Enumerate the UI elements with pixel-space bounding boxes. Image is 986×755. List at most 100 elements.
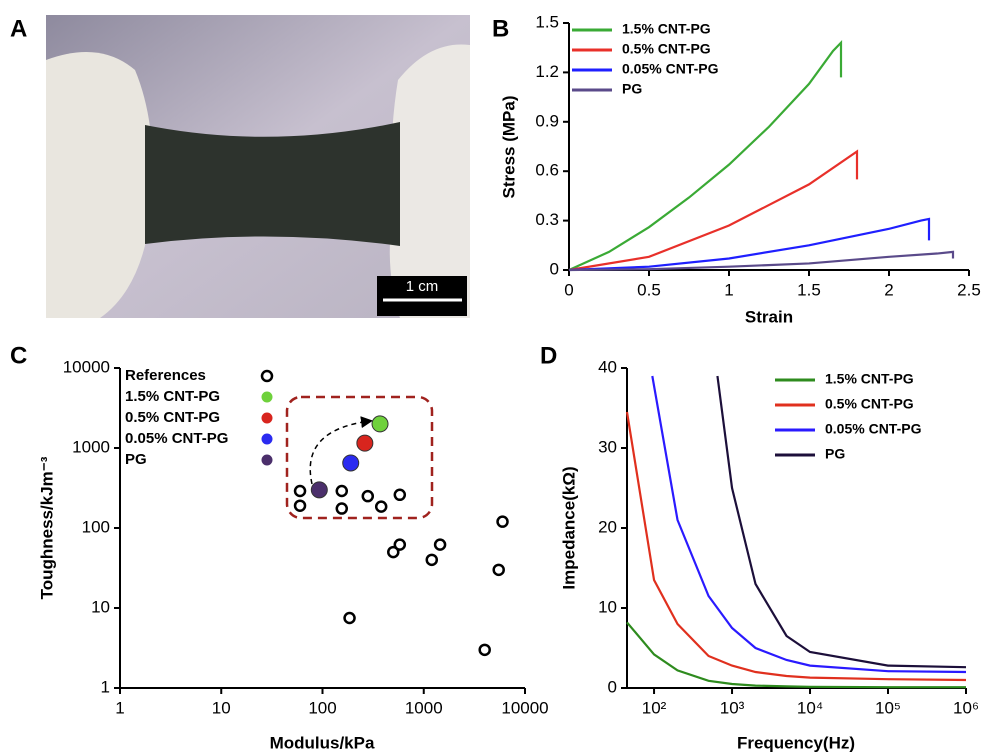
y-axis-label: Impedance(kΩ) (559, 466, 578, 589)
scale-bar-label: 1 cm (406, 278, 439, 295)
legend-marker (260, 369, 274, 383)
data-point (356, 434, 374, 452)
series-line (568, 40, 843, 272)
series-line (568, 149, 859, 272)
y-tick-label: 40 (598, 357, 617, 376)
x-tick-label: 0 (564, 280, 573, 299)
series-line (625, 411, 967, 682)
x-tick-label: 1.5 (797, 280, 821, 299)
x-tick-label: 1 (724, 280, 733, 299)
x-axis-label: Frequency(Hz) (737, 733, 855, 752)
chart: B Strain Stress (MPa) 0 0.5 1 1.5 2 2.5 0 0.3 0.6 0.… (492, 12, 981, 326)
data-point (387, 545, 400, 559)
x-tick-label: 1000 (405, 698, 443, 717)
x-axis-label: Modulus/kPa (270, 733, 375, 752)
x-tick-label: 10⁵ (875, 698, 901, 717)
x-tick-label: 10⁴ (797, 698, 823, 717)
x-tick-label: 0.5 (637, 280, 661, 299)
y-tick-label: 0.3 (535, 210, 559, 229)
data-point (393, 488, 407, 502)
legend-label: 0.5% CNT-PG (622, 41, 711, 57)
series-line (626, 621, 966, 689)
data-point (310, 481, 328, 499)
data-point (293, 499, 307, 512)
data-point (433, 538, 447, 551)
panel-label: D (540, 342, 557, 369)
x-tick-label: 100 (308, 698, 336, 717)
y-tick-label: 10000 (63, 357, 110, 376)
legend-label: 0.05% CNT-PG (825, 421, 922, 437)
legend-label: PG (825, 446, 845, 462)
x-tick-label: 2.5 (957, 280, 981, 299)
y-tick-label: 0 (608, 677, 617, 696)
clamp-right (389, 44, 470, 318)
data-point (496, 515, 509, 528)
legend-label: 0.05% CNT-PG (125, 430, 228, 447)
highlight-box (285, 395, 434, 520)
y-tick-label: 1000 (72, 437, 110, 456)
y-tick-label: 1.2 (535, 62, 559, 81)
legend-marker (261, 433, 273, 445)
clamp-left (46, 52, 153, 318)
y-tick-label: 0 (550, 259, 559, 278)
legend-marker (261, 412, 273, 424)
data-point (361, 489, 375, 503)
panel-label: B (492, 15, 509, 42)
data-point (335, 502, 349, 515)
x-tick-label: 10⁶ (953, 698, 979, 717)
y-tick-label: 100 (82, 517, 110, 536)
x-tick-label: 10000 (501, 698, 548, 717)
data-point (374, 500, 388, 513)
x-tick-label: 10³ (720, 698, 745, 717)
data-point (371, 415, 389, 433)
y-tick-label: 0.9 (535, 111, 559, 130)
legend-label: 0.5% CNT-PG (825, 396, 914, 412)
x-tick-label: 10 (212, 698, 231, 717)
gel-sample (145, 122, 400, 246)
series-line (651, 375, 967, 674)
x-tick-label: 2 (884, 280, 893, 299)
data-point (425, 553, 439, 567)
legend-marker (261, 391, 273, 403)
chart: D Frequency(Hz) Impedance(kΩ) 10² 10³ 10⁴ 10⁵ 1… (540, 342, 979, 752)
x-tick-label: 1 (115, 698, 124, 717)
y-tick-label: 10 (91, 597, 110, 616)
x-tick-label: 10² (642, 698, 667, 717)
y-tick-label: 0.6 (535, 161, 559, 180)
x-axis-label: Strain (745, 307, 793, 326)
data-point (293, 484, 307, 498)
photo: 1 cm A (10, 15, 470, 318)
panel-label: C (10, 342, 27, 369)
series-line (568, 217, 931, 272)
legend-marker (261, 454, 273, 466)
data-point (342, 454, 360, 472)
y-axis-label: Stress (MPa) (499, 96, 518, 199)
y-tick-label: 1.5 (535, 12, 559, 31)
legend-label: PG (622, 81, 642, 97)
scale-bar-box (377, 276, 467, 316)
legend-label: PG (125, 451, 147, 468)
data-point (478, 643, 491, 657)
annotation (285, 395, 434, 520)
legend-label: 1.5% CNT-PG (825, 371, 914, 387)
y-tick-label: 10 (598, 597, 617, 616)
data-point (393, 538, 407, 551)
y-axis-label: Toughness/kJm⁻³ (37, 456, 56, 599)
legend-label: 1.5% CNT-PG (622, 21, 711, 37)
data-point (492, 563, 505, 577)
series-line (568, 250, 955, 272)
arrow (309, 416, 373, 485)
y-tick-label: 20 (598, 517, 617, 536)
y-tick-label: 1 (101, 677, 110, 696)
series-line (716, 375, 967, 669)
legend-label: 1.5% CNT-PG (125, 388, 220, 405)
legend-label: 0.5% CNT-PG (125, 409, 220, 426)
data-point (343, 611, 356, 625)
y-tick-label: 30 (598, 437, 617, 456)
data-point (335, 484, 349, 498)
legend-label: 0.05% CNT-PG (622, 61, 719, 77)
panel-label: A (10, 15, 27, 42)
